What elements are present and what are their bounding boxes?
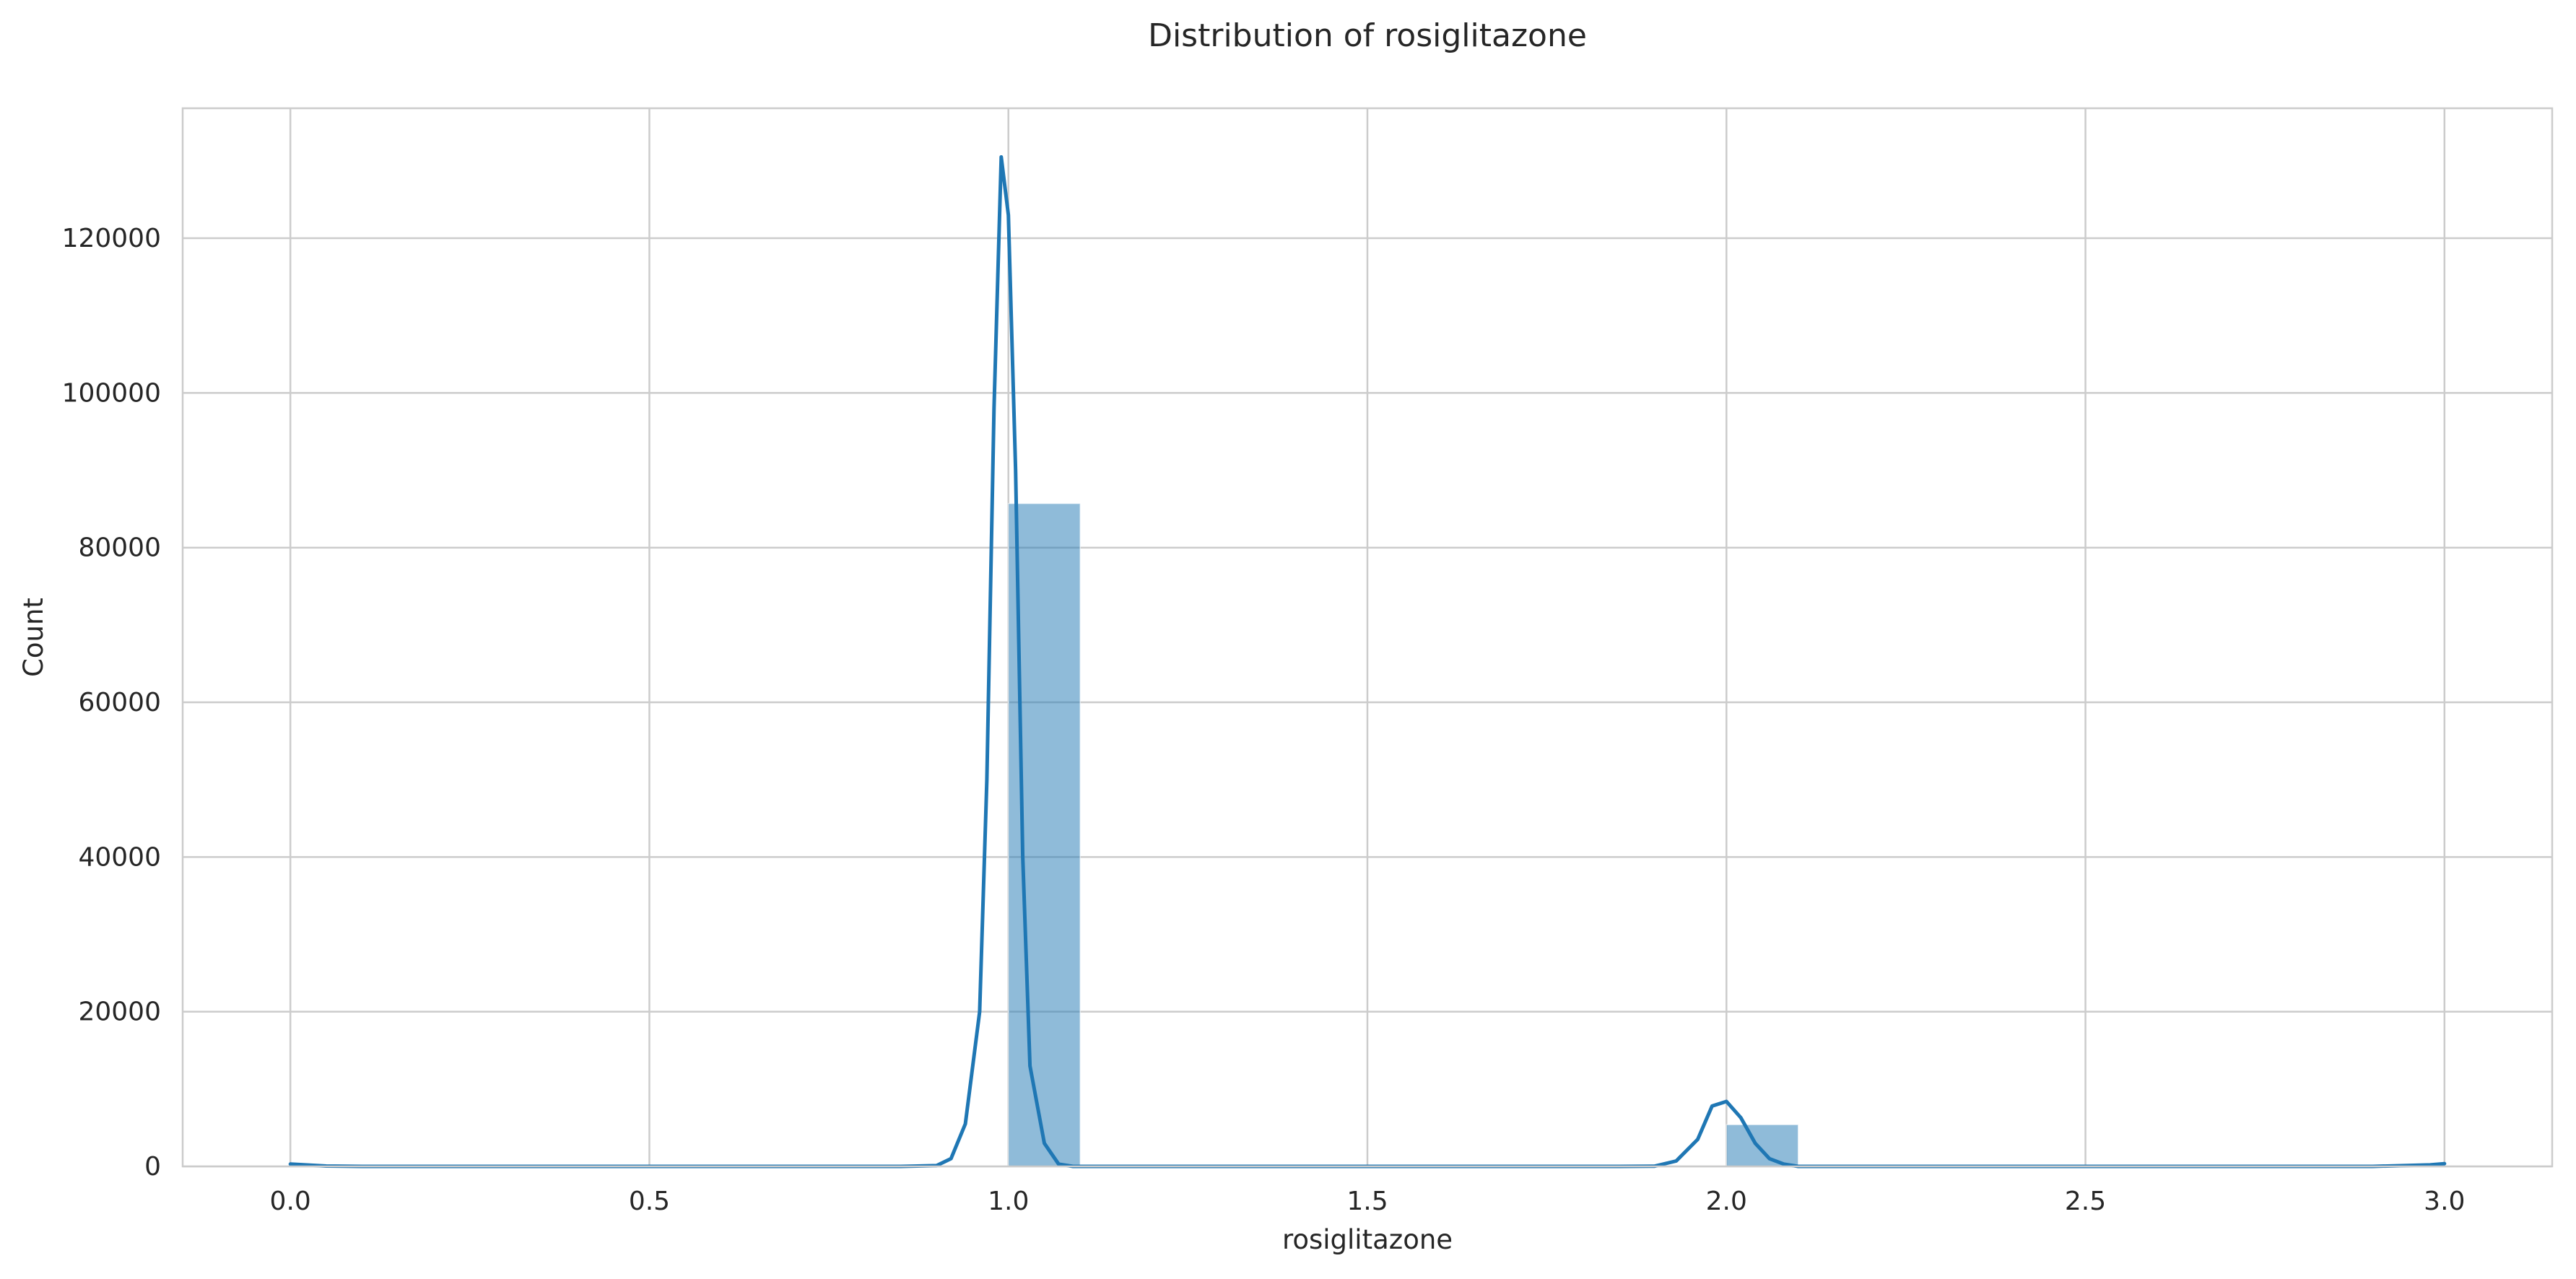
- x-tick-label: 0.0: [270, 1187, 311, 1216]
- x-tick-label: 2.0: [1706, 1187, 1747, 1216]
- y-tick-label: 80000: [78, 533, 161, 563]
- y-tick-labels: 0 20000 40000 60000 80000 100000 120000: [62, 224, 161, 1182]
- y-tick-label: 100000: [62, 378, 161, 408]
- y-axis-label: Count: [18, 598, 49, 677]
- grid-layer: [183, 108, 2552, 1166]
- y-tick-label: 120000: [62, 224, 161, 253]
- x-tick-label: 1.0: [988, 1187, 1029, 1216]
- y-tick-label: 20000: [78, 998, 161, 1027]
- x-axis-label: rosiglitazone: [1282, 1224, 1453, 1255]
- x-tick-label: 1.5: [1346, 1187, 1388, 1216]
- y-tick-label: 0: [144, 1152, 161, 1182]
- histogram-bar: [1726, 1125, 1798, 1166]
- x-tick-labels: 0.0 0.5 1.0 1.5 2.0 2.5 3.0: [270, 1187, 2466, 1216]
- x-tick-label: 0.5: [629, 1187, 670, 1216]
- x-tick-label: 3.0: [2424, 1187, 2465, 1216]
- chart-title: Distribution of rosiglitazone: [1148, 17, 1587, 54]
- x-tick-label: 2.5: [2065, 1187, 2106, 1216]
- y-tick-label: 60000: [78, 688, 161, 717]
- y-tick-label: 40000: [78, 842, 161, 872]
